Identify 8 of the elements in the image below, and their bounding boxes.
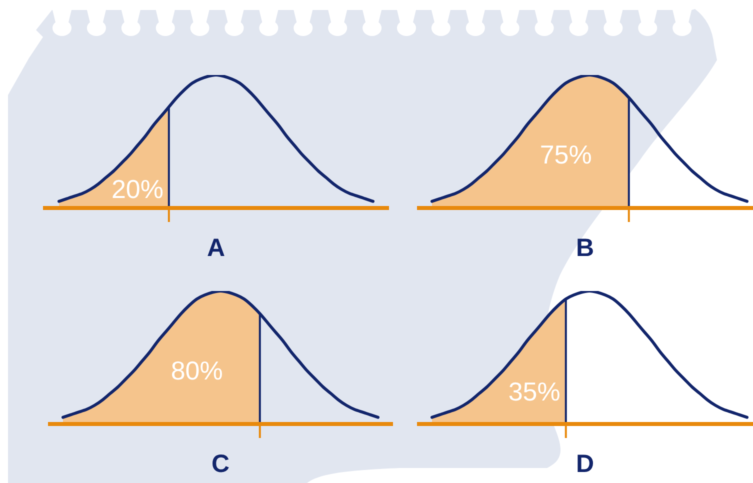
x-axis-title: D [576,450,594,478]
annotation: 20% [111,174,164,204]
x-axis-title: B [576,234,594,262]
x-axis-title: A [206,234,226,262]
annotation: 80% [170,355,223,386]
x-axis-title: C [211,450,230,478]
annotation: 35% [508,376,560,406]
annotation: 75% [540,139,592,170]
